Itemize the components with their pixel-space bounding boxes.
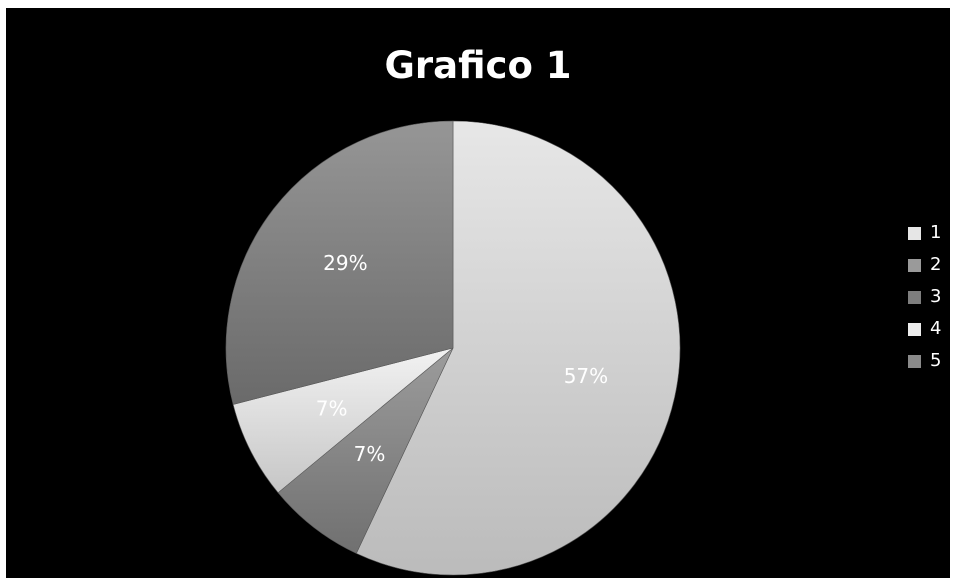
data-label-3: 7% [354, 442, 386, 466]
data-label-1: 57% [564, 364, 608, 388]
legend-item-2: 2 [908, 254, 956, 286]
legend-item-1: 1 [908, 222, 956, 254]
legend-label: 4 [930, 318, 942, 339]
legend-item-5: 5 [908, 350, 956, 382]
legend-swatch [908, 227, 921, 240]
legend-item-3: 3 [908, 286, 956, 318]
pie-slice-1 [355, 120, 681, 576]
data-label-5: 29% [323, 251, 367, 275]
legend-swatch [908, 259, 921, 272]
legend-label: 5 [930, 350, 942, 371]
data-label-4: 7% [316, 396, 348, 420]
chart-title: Grafico 1 [384, 44, 572, 87]
pie-slice-5 [225, 120, 454, 405]
legend-label: 3 [930, 286, 942, 307]
legend-swatch [908, 355, 921, 368]
legend-label: 2 [930, 254, 942, 275]
legend-swatch [908, 291, 921, 304]
chart-legend: 1 2 3 4 5 [908, 222, 956, 382]
legend-label: 1 [930, 222, 942, 243]
legend-swatch [908, 323, 921, 336]
legend-item-4: 4 [908, 318, 956, 350]
